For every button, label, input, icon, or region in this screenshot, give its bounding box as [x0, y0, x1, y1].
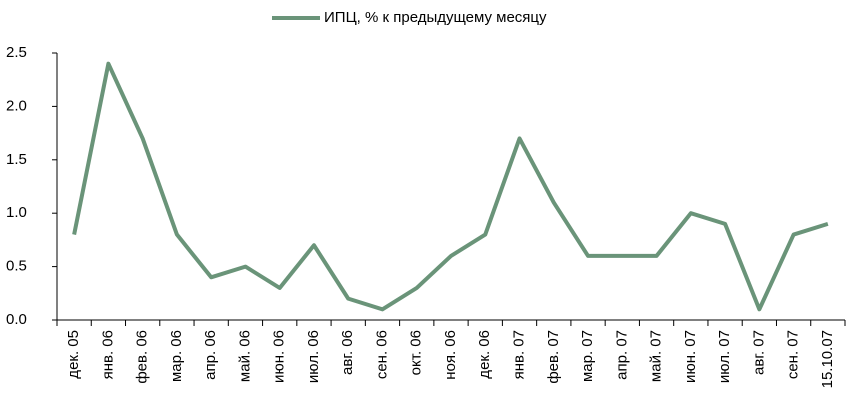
- x-tick-label: мар. 07: [579, 330, 596, 382]
- x-tick-label: янв. 06: [99, 330, 116, 379]
- x-tick-label: май. 07: [648, 330, 665, 382]
- x-tick-label: дек. 05: [65, 330, 82, 379]
- x-tick-label: фев. 07: [545, 330, 562, 384]
- x-tick-label: июл. 06: [305, 330, 322, 383]
- y-tick-label: 2.0: [6, 97, 27, 114]
- legend-label: ИПЦ, % к предыдущему месяцу: [324, 9, 547, 26]
- x-tick-label: 15.10.07: [819, 330, 836, 388]
- x-tick-label: ноя. 06: [442, 330, 459, 380]
- x-tick-label: авг. 06: [339, 330, 356, 375]
- x-tick-label: янв. 07: [510, 330, 527, 379]
- x-tick-label: май. 06: [236, 330, 253, 382]
- x-tick-label: окт. 06: [408, 330, 425, 375]
- y-tick-label: 2.5: [6, 44, 27, 61]
- x-tick-label: июл. 07: [716, 330, 733, 383]
- x-tick-label: апр. 07: [613, 330, 630, 380]
- y-tick-label: 1.5: [6, 151, 27, 168]
- series-line: [72, 61, 829, 312]
- x-tick-label: фев. 06: [134, 330, 151, 384]
- x-tick-label: июн. 07: [682, 330, 699, 383]
- x-tick-label: мар. 06: [168, 330, 185, 382]
- x-tick-label: сен. 07: [785, 330, 802, 379]
- y-tick-label: 0.5: [6, 258, 27, 275]
- y-tick-label: 1.0: [6, 204, 27, 221]
- x-tick-label: авг. 07: [750, 330, 767, 375]
- x-tick-label: апр. 06: [202, 330, 219, 380]
- x-tick-label: июн. 06: [271, 330, 288, 383]
- x-tick-label: сен. 06: [373, 330, 390, 379]
- x-tick-label: дек. 06: [476, 330, 493, 379]
- y-tick-label: 0.0: [6, 311, 27, 328]
